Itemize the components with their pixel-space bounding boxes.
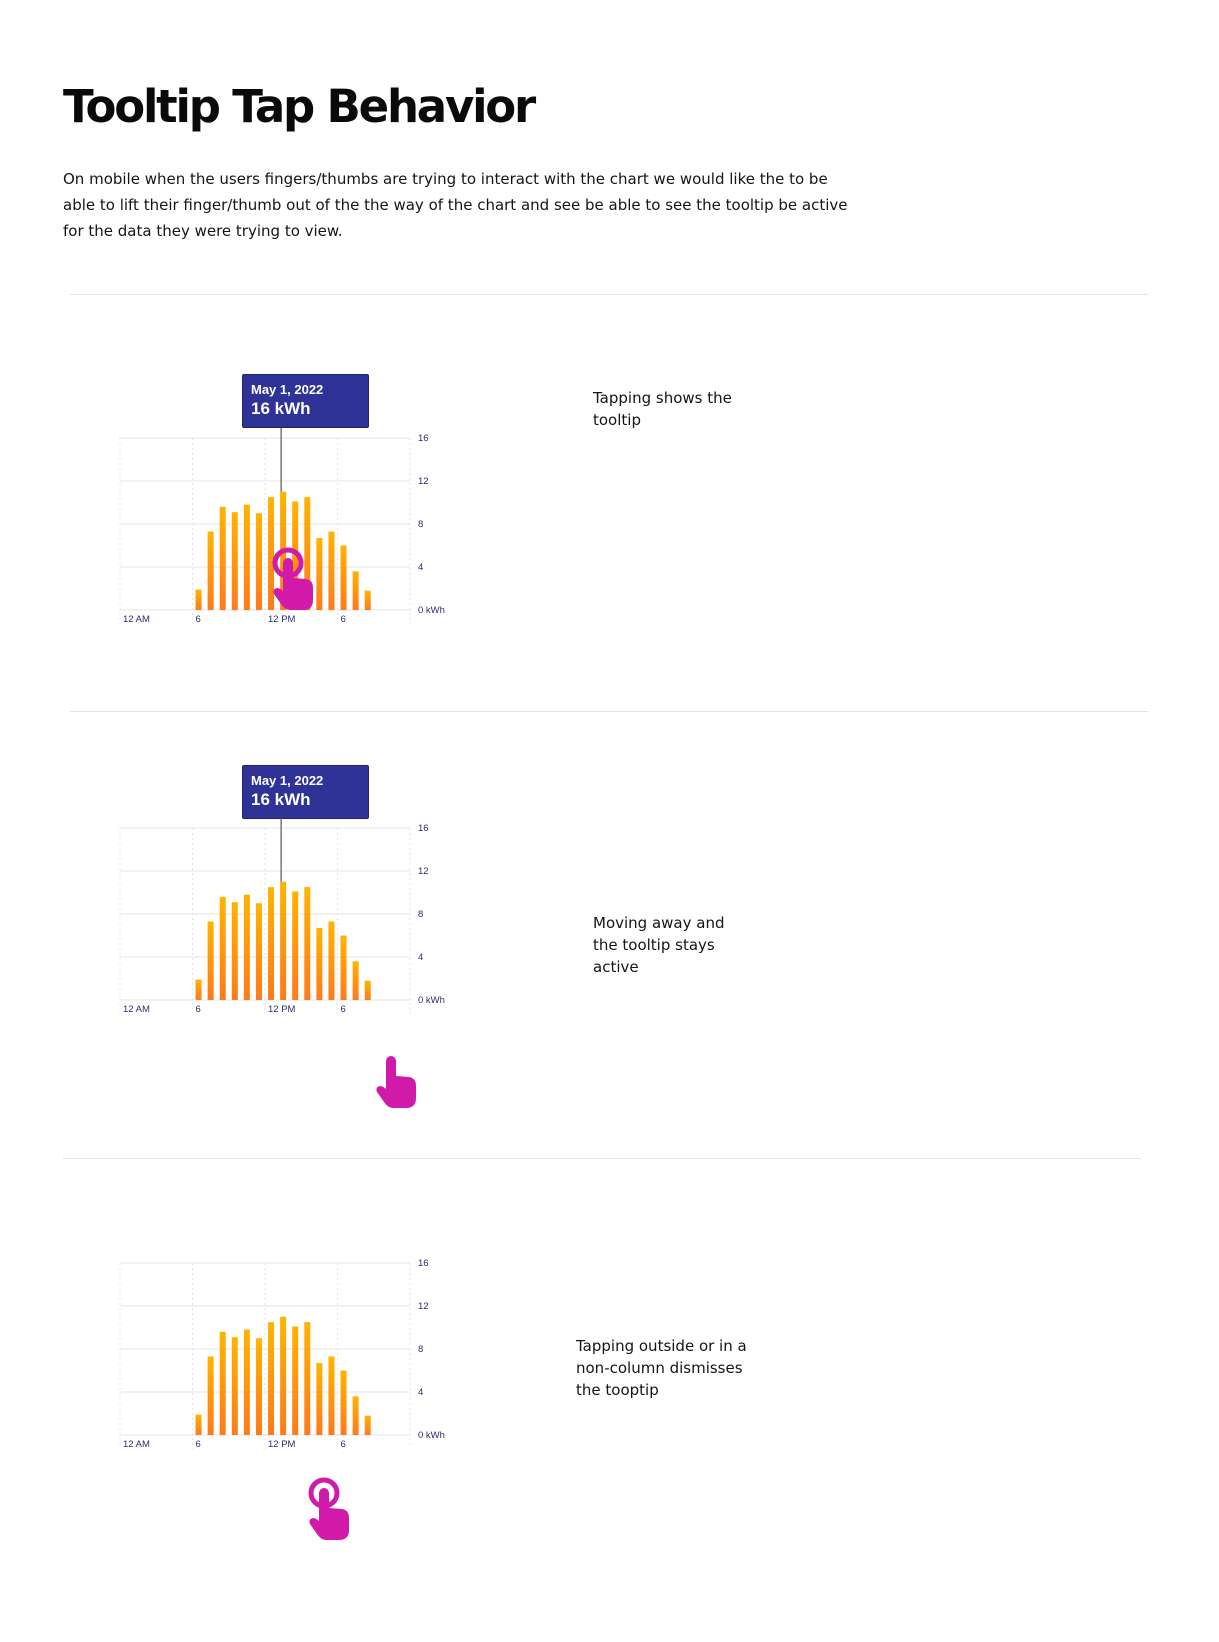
x-tick-label: 6 — [341, 614, 346, 625]
tooltip-date: May 1, 2022 — [251, 382, 324, 397]
y-tick-label: 8 — [418, 909, 423, 920]
example-section-dismiss: 16 12 8 4 0 kWh 12 AM 6 12 PM 6 Tapping outside … — [0, 1200, 1219, 1600]
example-section-move-away: May 1, 2022 16 kWh 16 12 8 4 0 kWh 12 AM 6 12 P… — [0, 760, 1219, 1140]
bar[interactable] — [340, 1370, 347, 1436]
section-caption: Tapping shows the tooltip — [593, 389, 732, 429]
bar[interactable] — [364, 590, 371, 610]
x-tick-label: 12 PM — [268, 1439, 296, 1450]
chart-tooltip: May 1, 2022 16 kWh — [242, 765, 369, 819]
x-tick-label: 6 — [196, 1004, 201, 1015]
bar[interactable] — [207, 921, 214, 1000]
bar-chart[interactable]: 16 12 8 4 0 kWh 12 AM 6 12 PM 6 — [0, 300, 1219, 640]
tooltip-value: 16 kWh — [251, 790, 311, 809]
y-tick-label: 0 kWh — [418, 1430, 445, 1441]
bar[interactable] — [195, 589, 202, 610]
y-tick-label: 0 kWh — [418, 605, 445, 616]
bar[interactable] — [268, 497, 275, 610]
bar[interactable] — [316, 1362, 323, 1435]
x-tick-label: 6 — [196, 614, 201, 625]
bar[interactable] — [268, 887, 275, 1000]
bar[interactable] — [292, 1326, 299, 1435]
bar[interactable] — [304, 1322, 311, 1435]
divider-2 — [63, 1158, 1141, 1159]
bar[interactable] — [207, 1356, 214, 1435]
y-tick-label: 12 — [418, 866, 429, 877]
y-tick-label: 4 — [418, 1387, 423, 1398]
bar[interactable] — [328, 531, 335, 610]
x-tick-label: 12 AM — [123, 1004, 150, 1015]
example-section-tap: May 1, 2022 16 kWh 16 12 8 4 0 kWh 12 AM 6 12 P… — [0, 300, 1219, 700]
x-tick-label: 12 AM — [123, 1439, 150, 1450]
bar[interactable] — [195, 979, 202, 1000]
bar[interactable] — [207, 531, 214, 610]
bar-chart[interactable]: 16 12 8 4 0 kWh 12 AM 6 12 PM 6 — [0, 1200, 1219, 1480]
x-tick-label: 6 — [341, 1439, 346, 1450]
bar[interactable] — [255, 1338, 262, 1435]
y-tick-label: 4 — [418, 562, 423, 573]
bar[interactable] — [219, 1331, 226, 1435]
y-tick-label: 12 — [418, 1301, 429, 1312]
bar-chart[interactable]: 16 12 8 4 0 kWh 12 AM 6 12 PM 6 — [0, 760, 1219, 1040]
x-tick-label: 12 PM — [268, 1004, 296, 1015]
bar[interactable] — [243, 894, 250, 1000]
bar[interactable] — [352, 1396, 359, 1435]
bar[interactable] — [364, 1415, 371, 1435]
tooltip-value: 16 kWh — [251, 399, 311, 418]
x-tick-label: 6 — [196, 1439, 201, 1450]
bar[interactable] — [231, 512, 238, 610]
bar[interactable] — [340, 545, 347, 611]
tooltip-date: May 1, 2022 — [251, 773, 324, 788]
y-tick-label: 0 kWh — [418, 995, 445, 1006]
bar[interactable] — [268, 1322, 275, 1435]
chart-tooltip: May 1, 2022 16 kWh — [242, 374, 369, 428]
bar[interactable] — [231, 1337, 238, 1435]
page-title: Tooltip Tap Behavior — [63, 80, 536, 133]
section-caption: Moving away and the tooltip stays active — [593, 914, 725, 976]
bar[interactable] — [352, 961, 359, 1000]
y-tick-label: 8 — [418, 519, 423, 530]
bar[interactable] — [352, 571, 359, 610]
bar[interactable] — [328, 921, 335, 1000]
x-tick-label: 6 — [341, 1004, 346, 1015]
bar[interactable] — [292, 891, 299, 1000]
bar[interactable] — [243, 1329, 250, 1435]
bar[interactable] — [316, 927, 323, 1000]
bar[interactable] — [280, 1316, 287, 1435]
bar[interactable] — [292, 501, 299, 610]
x-tick-label: 12 PM — [268, 614, 296, 625]
bar[interactable] — [316, 537, 323, 610]
bar[interactable] — [231, 902, 238, 1000]
divider-top — [70, 294, 1148, 295]
y-tick-label: 16 — [418, 1258, 429, 1269]
bar[interactable] — [255, 903, 262, 1000]
y-tick-label: 12 — [418, 476, 429, 487]
pointing-hand-icon — [272, 547, 313, 610]
bar[interactable] — [280, 881, 287, 1000]
bar[interactable] — [364, 980, 371, 1000]
bar[interactable] — [243, 504, 250, 610]
bar[interactable] — [219, 506, 226, 610]
pointing-hand-icon — [376, 1056, 416, 1108]
bar[interactable] — [195, 1414, 202, 1435]
bar[interactable] — [304, 887, 311, 1000]
divider-1 — [70, 711, 1148, 712]
page-description: On mobile when the users fingers/thumbs … — [63, 170, 848, 240]
bar[interactable] — [328, 1356, 335, 1435]
bar[interactable] — [304, 497, 311, 610]
bar[interactable] — [219, 896, 226, 1000]
pointing-hand-icon — [308, 1477, 349, 1540]
x-tick-label: 12 AM — [123, 614, 150, 625]
y-tick-label: 4 — [418, 952, 423, 963]
y-tick-label: 16 — [418, 433, 429, 444]
section-caption: Tapping outside or in a non-column dismi… — [576, 1337, 747, 1399]
bar[interactable] — [340, 935, 347, 1001]
y-tick-label: 8 — [418, 1344, 423, 1355]
y-tick-label: 16 — [418, 823, 429, 834]
bar[interactable] — [255, 513, 262, 610]
